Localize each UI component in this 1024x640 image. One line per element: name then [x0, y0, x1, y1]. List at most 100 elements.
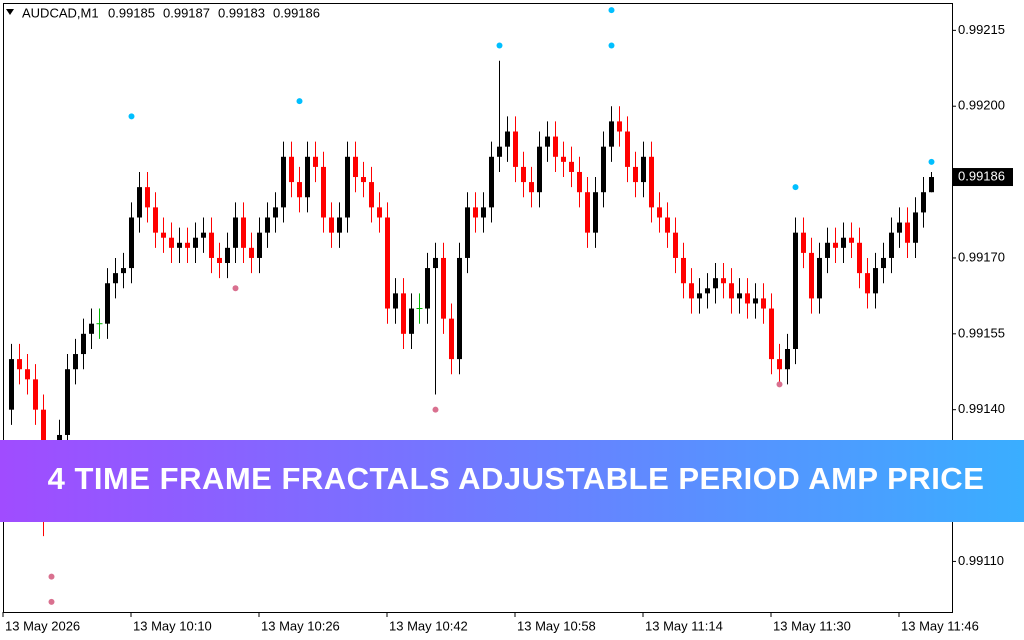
candle-body: [169, 237, 174, 248]
candle-body: [649, 156, 654, 208]
candle-body: [713, 278, 718, 289]
candle-body: [433, 257, 438, 269]
candle-body: [153, 207, 158, 233]
x-tick-label: 13 May 2026: [5, 618, 80, 633]
header-value: 0.99187: [163, 5, 210, 20]
header-ohlc: 0.99185 0.99187 0.99183 0.99186: [108, 5, 320, 20]
x-tick-label: 13 May 10:58: [517, 618, 596, 633]
banner-background: [0, 440, 1024, 522]
candle-body: [681, 257, 686, 284]
current-price-label: 0.99186: [958, 168, 1005, 183]
x-tick-label: 13 May 11:30: [773, 618, 851, 633]
candle-body: [369, 182, 374, 208]
symbol: AUDCAD,M1: [22, 5, 99, 20]
candle-body: [601, 146, 606, 193]
candle-body: [537, 146, 542, 193]
candle-body: [289, 156, 294, 183]
candle-body: [329, 217, 334, 233]
candle-body: [841, 237, 846, 248]
fractal-dot: [48, 598, 55, 605]
fractal-dot: [608, 42, 615, 49]
candle-body: [257, 232, 262, 258]
candle-body: [553, 136, 558, 157]
current-price-box: [953, 168, 1013, 187]
candle-body: [657, 207, 662, 218]
candle-body: [161, 232, 166, 238]
fractal-dot: [128, 113, 135, 120]
candle-body: [425, 268, 430, 309]
candle-body: [585, 192, 590, 233]
candle-body: [377, 207, 382, 218]
candle-body: [633, 166, 638, 183]
candle-body: [297, 182, 302, 198]
candle-body: [473, 207, 478, 218]
candle-body: [313, 156, 318, 167]
fractal-dot: [776, 381, 783, 388]
candle-body: [697, 293, 702, 299]
fractal-dot: [48, 573, 55, 580]
candle-body: [73, 354, 78, 370]
fractal-dot: [928, 158, 935, 165]
header-value: 0.99185: [108, 5, 155, 20]
dropdown-icon[interactable]: [6, 9, 14, 15]
candle-body: [121, 268, 126, 274]
candle-body: [441, 257, 446, 319]
candle-body: [481, 207, 486, 218]
candle-body: [273, 207, 278, 218]
candle-body: [593, 192, 598, 233]
candle-body: [449, 318, 454, 360]
candle-body: [609, 121, 614, 147]
plot: [9, 7, 935, 605]
candle-body: [33, 379, 38, 410]
candle-body: [385, 217, 390, 309]
candle-body: [929, 177, 934, 193]
candle-body: [281, 156, 286, 208]
fractal-dot: [792, 184, 799, 191]
candle-body: [25, 369, 30, 380]
candle-body: [193, 237, 198, 248]
candle-body: [785, 348, 790, 370]
banner: 4 TIME FRAME FRACTALS ADJUSTABLE PERIOD …: [0, 440, 1024, 522]
candle-body: [865, 273, 870, 294]
candle-body: [745, 293, 750, 304]
candle-body: [897, 222, 902, 233]
y-tick-label: 0.99170: [958, 249, 1005, 264]
y-tick-label: 0.99200: [958, 98, 1005, 113]
candle-body: [625, 131, 630, 167]
candle-body: [393, 293, 398, 309]
candle-body: [89, 323, 94, 334]
candle-body: [361, 177, 366, 183]
x-tick-label: 13 May 10:26: [261, 618, 340, 633]
candle-body: [353, 156, 358, 178]
candle-body: [857, 242, 862, 274]
y-tick-label: 0.99155: [958, 325, 1005, 340]
candle-body: [801, 232, 806, 253]
candle-body: [825, 242, 830, 258]
banner-text: 4 TIME FRAME FRACTALS ADJUSTABLE PERIOD …: [48, 461, 985, 496]
candle-body: [545, 136, 550, 147]
candle-body: [401, 293, 406, 334]
candle-body: [777, 359, 782, 370]
candle-body: [769, 308, 774, 360]
candle-body: [129, 217, 134, 269]
candle-body: [81, 333, 86, 355]
candle-body: [833, 242, 838, 248]
candle-body: [241, 217, 246, 248]
candle-body: [913, 212, 918, 243]
candle-body: [673, 232, 678, 258]
candle-body: [209, 232, 214, 258]
candle-body: [265, 217, 270, 233]
fractal-dot: [232, 285, 239, 292]
candle-body: [9, 359, 14, 410]
candle-body: [201, 232, 206, 238]
candle-body: [569, 161, 574, 172]
candle-body: [137, 187, 142, 218]
candle-body: [809, 252, 814, 299]
candle-body: [881, 257, 886, 269]
candle-body: [521, 166, 526, 183]
candle-body: [513, 131, 518, 167]
candle-body: [217, 257, 222, 264]
candle-body: [497, 146, 502, 157]
